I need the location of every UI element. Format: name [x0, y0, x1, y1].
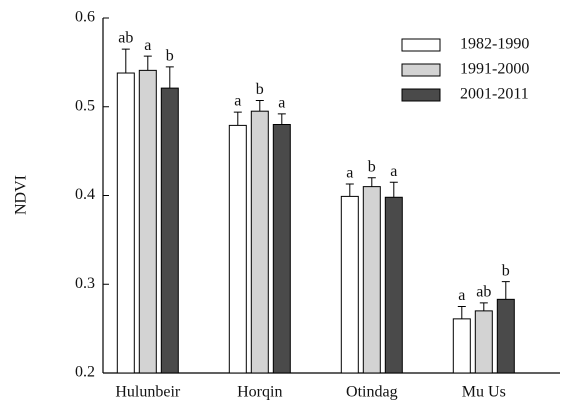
error-bar [165, 66, 174, 89]
significance-letter: b [256, 81, 264, 98]
significance-letter: a [234, 93, 241, 110]
significance-letter: a [278, 95, 285, 112]
bar [272, 124, 291, 374]
x-tick-label: Horqin [237, 384, 282, 401]
error-bar [479, 302, 488, 311]
bar [362, 186, 381, 374]
bar [116, 72, 135, 374]
bar [250, 110, 269, 374]
y-tick-label: 0.2 [75, 364, 95, 381]
legend-swatch [401, 38, 441, 52]
y-tick-label: 0.3 [75, 275, 95, 292]
legend-label: 1991-2000 [460, 61, 529, 78]
bar [228, 124, 247, 374]
bar [340, 195, 359, 374]
y-tick-label: 0.6 [75, 9, 95, 26]
error-bar [389, 181, 398, 198]
bar [138, 69, 157, 374]
error-bar [345, 183, 354, 197]
significance-letter: b [368, 158, 376, 175]
error-bar [277, 113, 286, 125]
error-bar [121, 48, 130, 74]
significance-letter: a [390, 163, 397, 180]
bar [474, 310, 493, 374]
bar [496, 298, 515, 374]
bar [452, 318, 471, 374]
error-bar [501, 281, 510, 300]
legend-label: 2001-2011 [460, 86, 529, 103]
legend-swatch [401, 63, 441, 77]
bar [384, 196, 403, 374]
error-bar [457, 305, 466, 319]
error-bar [143, 55, 152, 71]
error-bar [367, 177, 376, 187]
significance-letter: a [346, 165, 353, 182]
x-tick-label: Mu Us [462, 384, 506, 401]
y-tick-label: 0.4 [75, 186, 95, 203]
bar [160, 87, 179, 374]
x-tick-label: Otindag [346, 384, 398, 401]
significance-letter: b [166, 47, 174, 64]
significance-letter: ab [476, 284, 491, 301]
legend-swatch [401, 88, 441, 102]
y-tick-label: 0.5 [75, 97, 95, 114]
significance-letter: ab [118, 30, 133, 47]
significance-letter: a [458, 287, 465, 304]
significance-letter: b [502, 262, 510, 279]
x-tick-label: Hulunbeir [115, 384, 181, 401]
y-axis-label: NDVI [13, 175, 30, 215]
error-bar [233, 111, 242, 126]
significance-letter: a [144, 37, 151, 54]
legend-label: 1982-1990 [460, 36, 529, 53]
error-bar [255, 100, 264, 112]
